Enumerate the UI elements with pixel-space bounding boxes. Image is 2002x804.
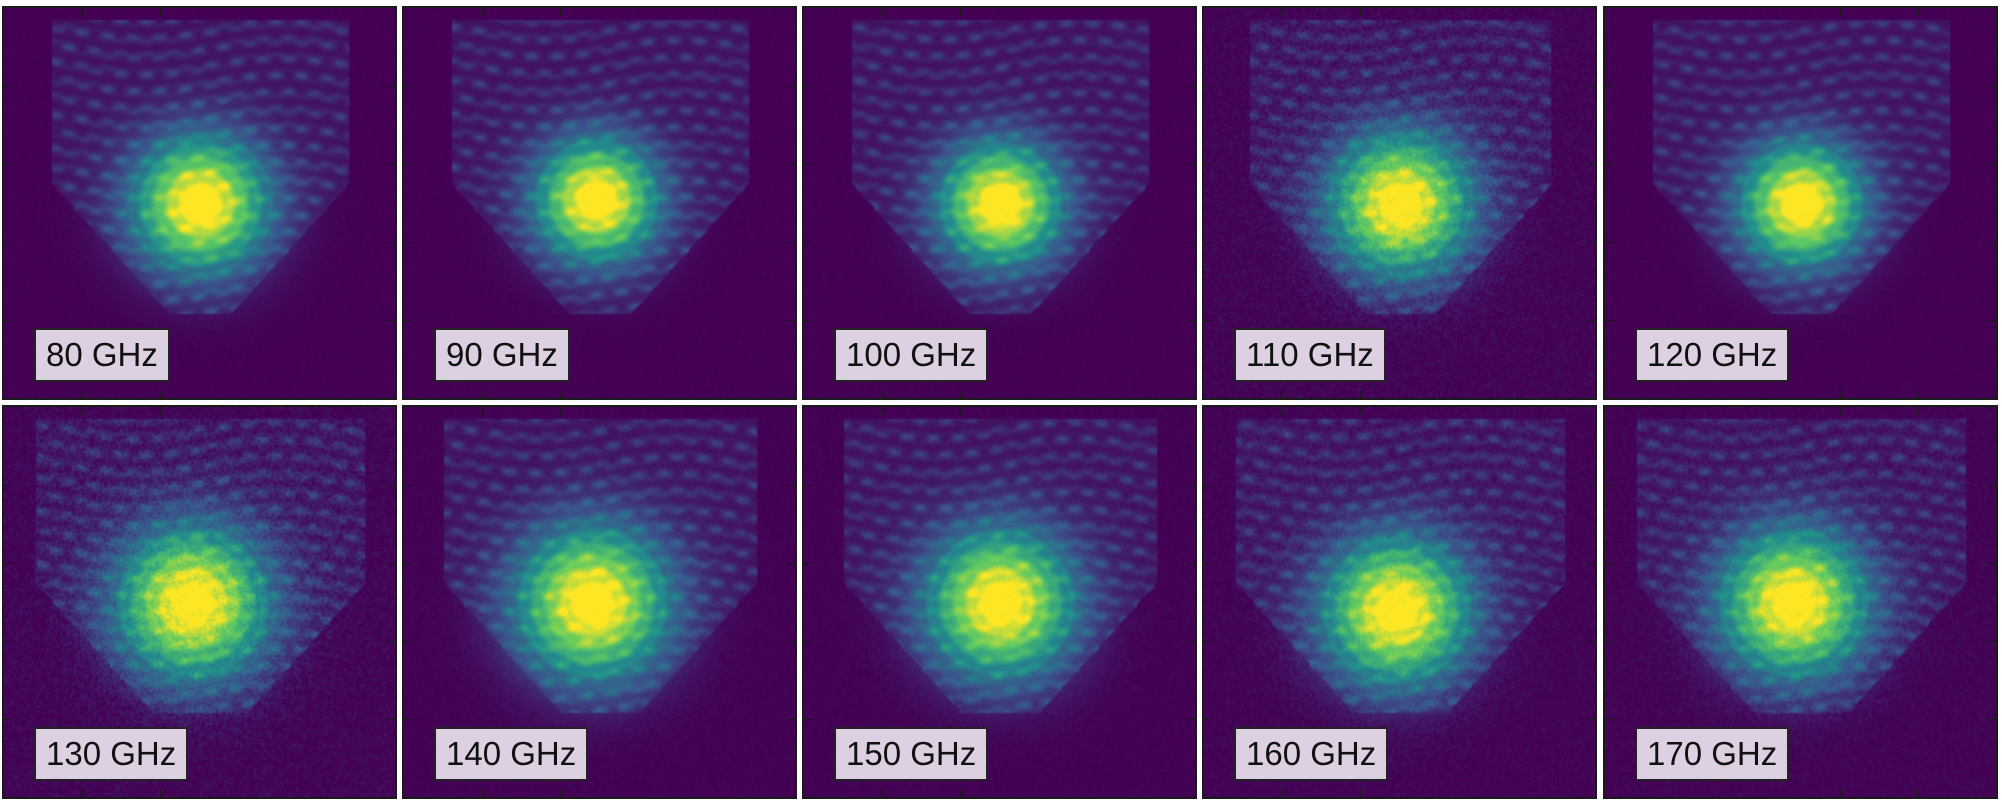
frequency-label: 110 GHz xyxy=(1234,328,1386,382)
beam-map-panel-80ghz: 80 GHz xyxy=(2,6,397,400)
beam-map-panel-120ghz: 120 GHz xyxy=(1603,6,1998,400)
beam-map-panel-170ghz: 170 GHz xyxy=(1603,405,1998,799)
frequency-label: 90 GHz xyxy=(434,328,570,382)
frequency-label: 170 GHz xyxy=(1635,727,1790,781)
beam-map-panel-130ghz: 130 GHz xyxy=(2,405,397,799)
frequency-label: 150 GHz xyxy=(834,727,989,781)
beam-map-panel-110ghz: 110 GHz xyxy=(1202,6,1597,400)
beam-map-panel-90ghz: 90 GHz xyxy=(402,6,797,400)
frequency-label: 100 GHz xyxy=(834,328,989,382)
frequency-label: 160 GHz xyxy=(1234,727,1389,781)
frequency-label: 120 GHz xyxy=(1635,328,1790,382)
frequency-label: 130 GHz xyxy=(34,727,189,781)
frequency-label: 140 GHz xyxy=(434,727,589,781)
frequency-label: 80 GHz xyxy=(34,328,170,382)
beam-map-panel-100ghz: 100 GHz xyxy=(802,6,1197,400)
beam-map-panel-150ghz: 150 GHz xyxy=(802,405,1197,799)
beam-map-panel-140ghz: 140 GHz xyxy=(402,405,797,799)
beam-map-panel-160ghz: 160 GHz xyxy=(1202,405,1597,799)
